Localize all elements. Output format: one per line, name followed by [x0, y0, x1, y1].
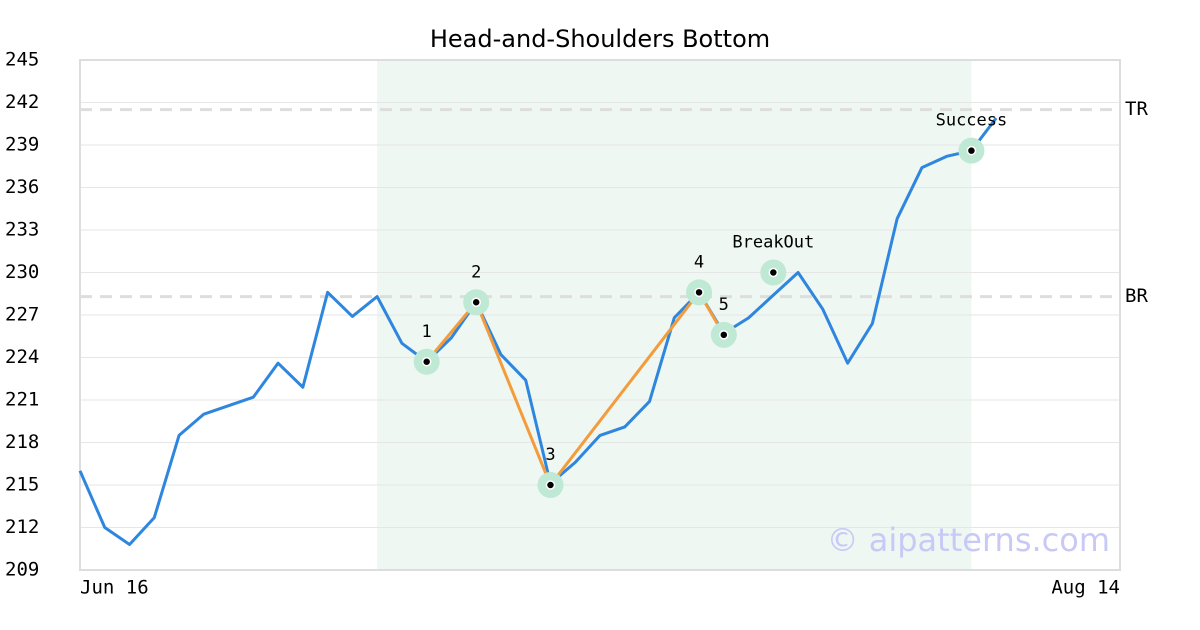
y-tick-label: 242: [5, 91, 39, 113]
y-tick-label: 209: [5, 559, 39, 581]
y-tick-label: 212: [5, 516, 39, 538]
point-dot: [966, 145, 977, 156]
level-label: TR: [1125, 98, 1148, 120]
x-tick-label: Jun 16: [80, 577, 149, 599]
y-tick-label: 218: [5, 431, 39, 453]
y-tick-label: 239: [5, 134, 39, 156]
y-tick-label: 215: [5, 474, 39, 496]
point-label: 4: [694, 252, 704, 272]
point-label: Success: [936, 111, 1008, 131]
point-dot: [694, 287, 704, 298]
chart-title: Head-and-Shoulders Bottom: [430, 25, 770, 53]
point-dot: [545, 480, 556, 490]
point-dot: [768, 267, 779, 278]
point-label: 3: [545, 445, 555, 465]
watermark: © aipatterns.com: [827, 521, 1110, 559]
point-dot: [421, 357, 432, 367]
point-dot: [471, 297, 481, 307]
x-tick-label: Aug 14: [1051, 577, 1120, 599]
point-label: 1: [422, 322, 432, 342]
y-tick-label: 230: [5, 261, 39, 283]
plot-frame: [79, 59, 1121, 571]
point-label: BreakOut: [732, 233, 814, 253]
y-tick-label: 227: [5, 304, 39, 326]
y-tick-label: 245: [5, 49, 39, 71]
level-label: BR: [1125, 285, 1148, 307]
point-dot: [719, 330, 729, 340]
y-tick-label: 236: [5, 176, 39, 198]
y-tick-label: 233: [5, 219, 39, 241]
point-label: 5: [719, 295, 729, 315]
y-tick-label: 221: [5, 389, 39, 411]
point-label: 2: [471, 262, 481, 282]
price-line: [78, 117, 998, 546]
y-tick-label: 224: [5, 346, 39, 368]
